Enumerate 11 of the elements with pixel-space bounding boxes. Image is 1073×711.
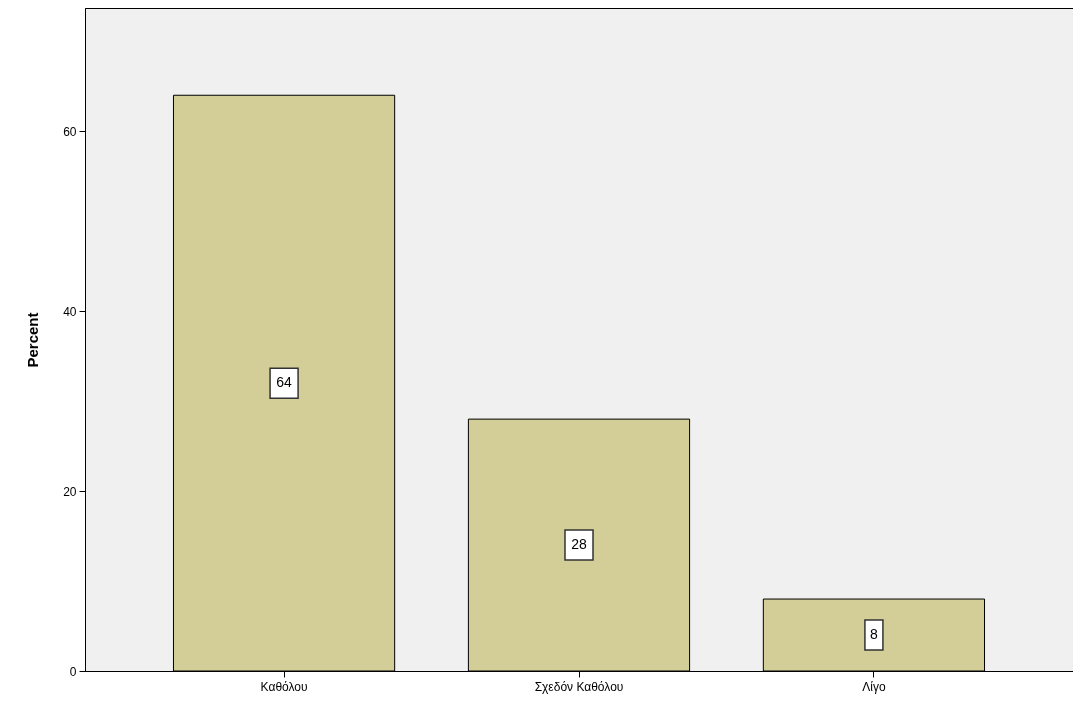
- y-tick-label: 40: [63, 304, 77, 319]
- y-tick-label: 60: [63, 124, 77, 139]
- y-tick-label: 0: [69, 664, 77, 679]
- y-axis-title: Percent: [24, 312, 42, 368]
- data-label: 64: [276, 374, 293, 391]
- y-tick-label: 20: [63, 484, 77, 499]
- x-tick-label: Λίγο: [862, 679, 886, 694]
- data-label: 8: [870, 626, 879, 643]
- x-tick-label: Καθόλου: [260, 679, 308, 694]
- x-tick-label: Σχεδόν Καθόλου: [534, 679, 624, 694]
- data-label: 28: [571, 536, 587, 553]
